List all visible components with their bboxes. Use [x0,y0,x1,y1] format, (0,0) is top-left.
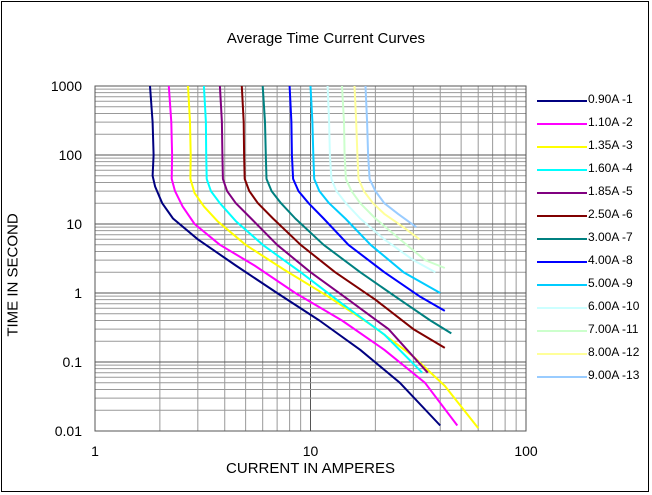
legend-swatch [537,146,587,148]
legend: 0.90A -1 1.10A -2 1.35A -3 1.60A -4 1.85A -5… [537,90,647,389]
y-tick-label: 100 [59,147,83,163]
legend-label: 7.00A -11 [588,322,639,336]
legend-item: 2.50A -6 [537,205,647,228]
y-tick-label: 1 [74,285,82,301]
y-axis-title: TIME IN SECOND [4,213,22,337]
legend-item: 1.35A -3 [537,136,647,159]
legend-label: 1.10A -2 [588,115,633,129]
legend-label: 9.00A -13 [588,368,640,382]
legend-item: 3.00A -7 [537,228,647,251]
legend-swatch [537,330,587,332]
legend-swatch [537,215,587,217]
series-line-2 [167,85,459,427]
legend-swatch [537,192,587,194]
legend-swatch [537,169,587,171]
legend-item: 8.00A -12 [537,343,647,366]
legend-label: 4.00A -8 [588,253,633,267]
x-tick-label: 100 [514,443,538,459]
tick-labels: 1000 100 10 1 0.1 0.01 1 10 100 [51,78,538,459]
x-tick-label: 1 [91,443,99,459]
legend-label: 8.00A -12 [588,345,640,359]
y-tick-label: 10 [66,216,82,232]
legend-item: 1.85A -5 [537,182,647,205]
legend-swatch [537,100,587,102]
legend-item: 6.00A -10 [537,297,647,320]
series-line-3 [187,85,479,429]
y-tick-label: 0.1 [63,354,83,370]
legend-swatch [537,284,587,286]
legend-item: 0.90A -1 [537,90,647,113]
legend-label: 1.85A -5 [588,184,633,198]
legend-label: 1.35A -3 [588,138,633,152]
series-lines [149,85,479,429]
series-line-7 [261,85,452,335]
series-line-1 [149,85,441,427]
x-tick-label: 10 [303,443,319,459]
legend-label: 5.00A -9 [588,276,633,290]
grid-lines [94,85,527,432]
legend-item: 4.00A -8 [537,251,647,274]
legend-swatch [537,307,587,309]
y-tick-label: 1000 [51,78,82,94]
legend-label: 3.00A -7 [588,230,633,244]
legend-swatch [537,376,587,378]
series-line-12 [353,85,421,241]
legend-item: 1.60A -4 [537,159,647,182]
chart-title: Average Time Current Curves [226,30,426,47]
legend-label: 1.60A -4 [588,161,633,175]
series-line-13 [364,85,417,229]
legend-label: 6.00A -10 [588,299,640,313]
y-tick-label: 0.01 [55,423,82,439]
legend-label: 2.50A -6 [588,207,633,221]
series-line-11 [341,85,446,269]
legend-item: 9.00A -13 [537,366,647,389]
series-line-5 [218,85,429,374]
legend-swatch [537,353,587,355]
legend-item: 1.10A -2 [537,113,647,136]
series-line-10 [326,85,436,274]
legend-item: 7.00A -11 [537,320,647,343]
legend-swatch [537,238,587,240]
legend-swatch [537,123,587,125]
legend-item: 5.00A -9 [537,274,647,297]
series-line-4 [202,85,423,374]
series-line-8 [288,85,446,312]
x-axis-title: CURRENT IN AMPERES [226,460,395,477]
legend-swatch [537,261,587,263]
legend-label: 0.90A -1 [588,92,633,106]
series-line-6 [240,85,446,349]
series-line-9 [309,85,441,294]
